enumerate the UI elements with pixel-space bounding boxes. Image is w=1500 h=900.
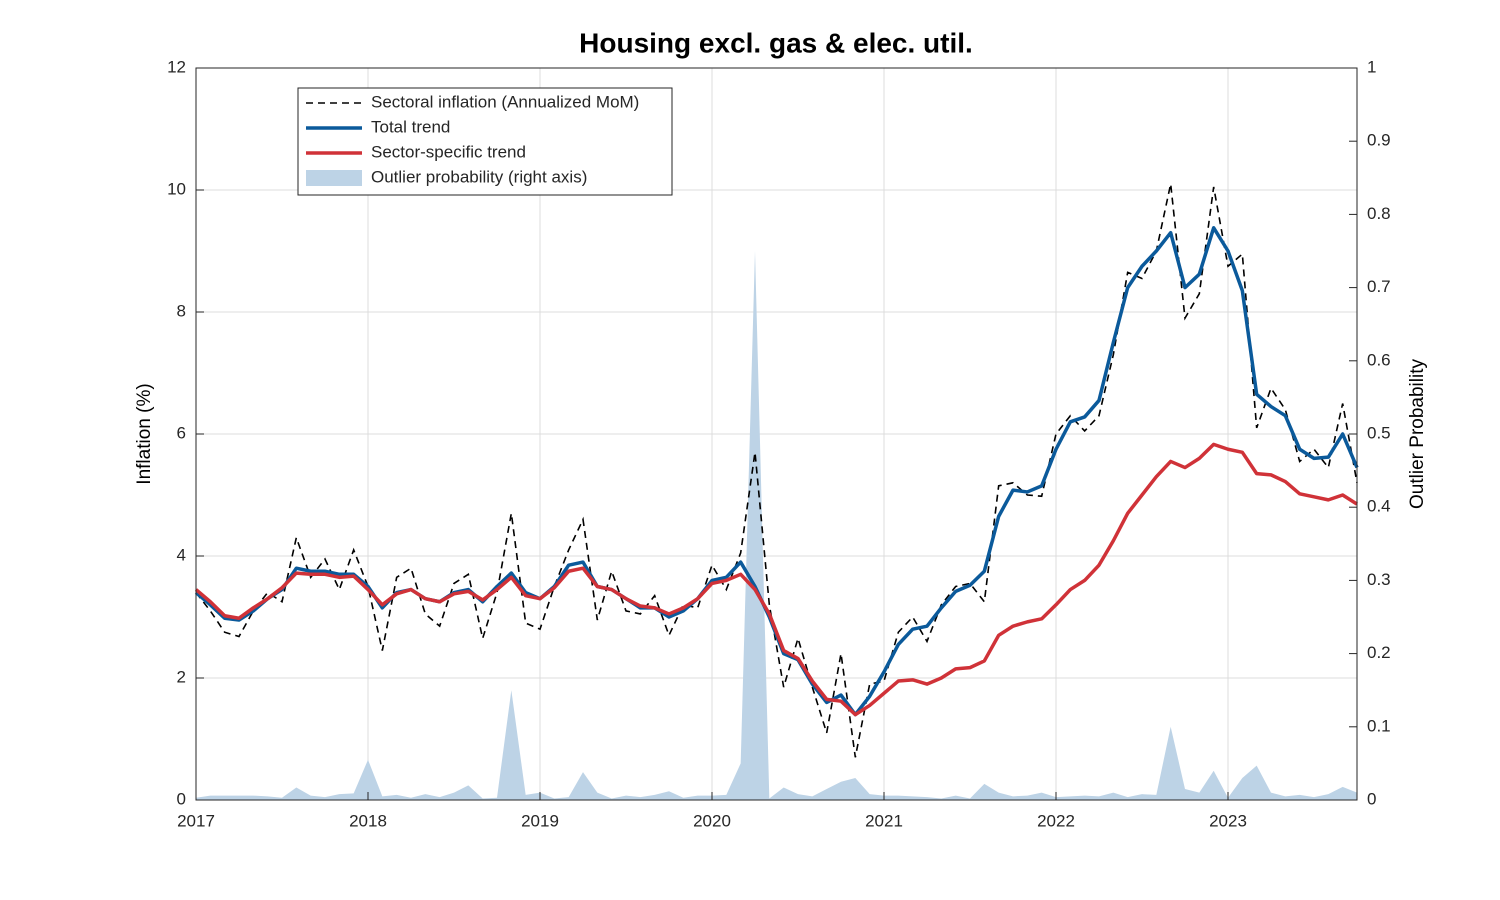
y2-tick-label: 1 [1367, 57, 1376, 76]
legend-swatch [306, 170, 362, 186]
line-series [195, 183, 1358, 758]
axes-box [195, 67, 1358, 801]
legend-label: Total trend [371, 117, 450, 136]
y-tick-label: 0 [177, 789, 186, 808]
y-tick-label: 4 [177, 545, 186, 564]
y-tick-label: 8 [177, 301, 186, 320]
y2-axis-label: Outlier Probability [1407, 359, 1428, 509]
y-tick-label: 12 [167, 57, 186, 76]
x-tick-label: 2020 [693, 811, 731, 830]
x-tick-label: 2021 [865, 811, 903, 830]
x-tick-label: 2023 [1209, 811, 1247, 830]
y-tick-label: 6 [177, 423, 186, 442]
legend-label: Outlier probability (right axis) [371, 167, 587, 186]
y-tick-label: 2 [177, 667, 186, 686]
y-tick-label: 10 [167, 179, 186, 198]
y2-tick-label: 0.2 [1367, 643, 1391, 662]
legend-label: Sectoral inflation (Annualized MoM) [371, 92, 639, 111]
x-tick-label: 2017 [177, 811, 215, 830]
legend-label: Sector-specific trend [371, 142, 526, 161]
y2-tick-label: 0 [1367, 789, 1376, 808]
x-tick-label: 2019 [521, 811, 559, 830]
legend: Sectoral inflation (Annualized MoM) Total… [297, 87, 673, 196]
axes-layer: 2017 2018 2019 2020 2021 2022 2023 0 2 4 6 8 10 12 0 0.… [167, 57, 1391, 830]
x-tick-label: 2022 [1037, 811, 1075, 830]
y2-tick-label: 0.4 [1367, 497, 1391, 516]
y2-tick-label: 0.7 [1367, 277, 1391, 296]
y2-tick-label: 0.1 [1367, 716, 1391, 735]
y2-tick-label: 0.6 [1367, 350, 1391, 369]
x-tick-label: 2018 [349, 811, 387, 830]
line-series [194, 442, 1358, 717]
chart-title: Housing excl. gas & elec. util. [579, 27, 973, 58]
y2-tick-label: 0.5 [1367, 423, 1391, 442]
y2-tick-label: 0.9 [1367, 131, 1391, 150]
y-axis-label: Inflation (%) [134, 383, 155, 484]
plot-layer [194, 183, 1359, 800]
y2-tick-label: 0.8 [1367, 204, 1391, 223]
y2-tick-label: 0.3 [1367, 570, 1391, 589]
